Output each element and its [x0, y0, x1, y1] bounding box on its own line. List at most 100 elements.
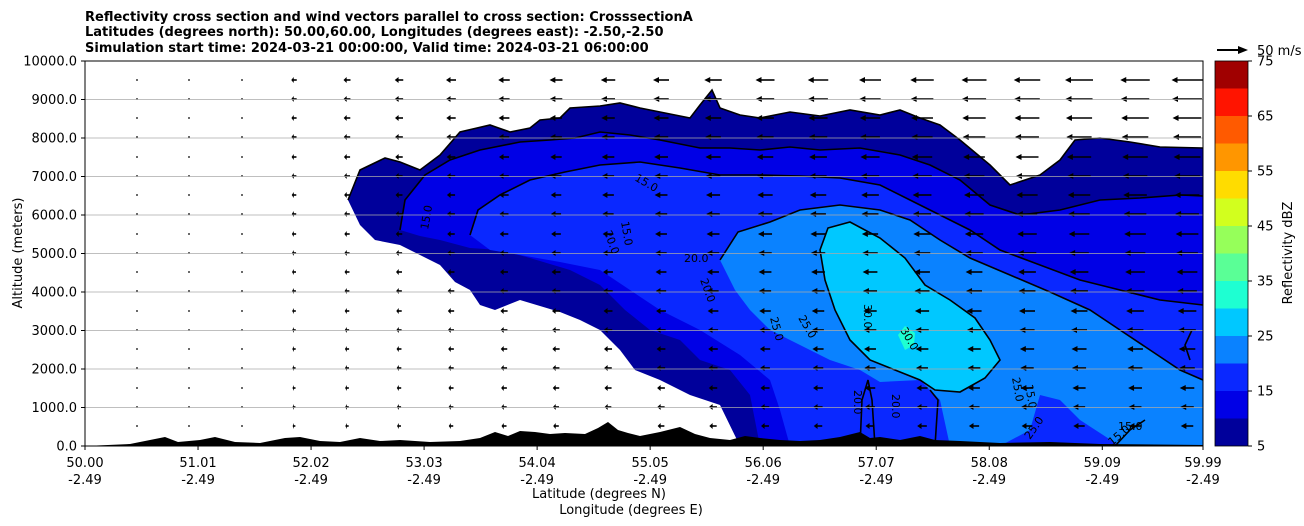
- wind-vector-head: [809, 173, 816, 179]
- x-tick-label-lat: 51.01: [179, 456, 216, 471]
- y-axis-label: Altitude (meters): [11, 198, 26, 309]
- wind-vector-head: [1014, 96, 1021, 102]
- wind-vector-head: [600, 77, 607, 83]
- wind-vector-head: [755, 96, 762, 102]
- wind-vector-head: [1069, 250, 1076, 256]
- wind-vector-head: [1180, 423, 1187, 429]
- wind-vector-head: [865, 404, 870, 410]
- wind-vector-head: [916, 404, 922, 410]
- wind-vector: [188, 136, 190, 138]
- wind-vector-head: [1128, 404, 1135, 410]
- wind-vector: [136, 156, 138, 158]
- colorbar-tick-label: 35: [1257, 275, 1274, 290]
- wind-vector-head: [603, 269, 608, 275]
- wind-vector-head: [1176, 269, 1183, 275]
- contour-label: 15.0: [618, 220, 635, 246]
- wind-vector-head: [292, 365, 294, 371]
- wind-vector-head: [1122, 154, 1129, 160]
- wind-vector-head: [344, 327, 347, 333]
- wind-vector-head: [862, 288, 869, 294]
- wind-vector-head: [914, 288, 921, 294]
- wind-vector-head: [655, 231, 661, 237]
- x-axis-label-latitude: Latitude (degrees N): [532, 487, 666, 502]
- wind-vector-head: [1066, 154, 1073, 160]
- wind-vector-head: [1070, 288, 1077, 294]
- wind-vector-head: [809, 192, 816, 198]
- wind-vector-head: [553, 423, 556, 429]
- wind-vector-head: [964, 211, 971, 217]
- wind-vector-head: [292, 288, 294, 294]
- wind-vector: [241, 425, 243, 427]
- wind-vector-head: [1066, 134, 1073, 140]
- x-tick-label-lon: -2.49: [859, 473, 893, 488]
- wind-vector-head: [448, 346, 451, 352]
- wind-vector-head: [446, 115, 451, 121]
- wind-vector-head: [705, 192, 712, 198]
- contour-label: 20.0: [684, 252, 709, 265]
- wind-vector-head: [913, 250, 920, 256]
- wind-vectors: [136, 77, 1203, 429]
- wind-vector-head: [657, 385, 661, 391]
- wind-vector-head: [755, 77, 762, 83]
- wind-vector-head: [655, 269, 661, 275]
- colorbar-tick-label: 5: [1257, 440, 1265, 455]
- vector-key: 50 m/s: [1217, 44, 1302, 59]
- x-tick-label-lat: 58.08: [971, 456, 1008, 471]
- wind-vector-head: [551, 231, 556, 237]
- wind-vector-head: [810, 211, 817, 217]
- colorbar-tick-label: 45: [1257, 220, 1274, 235]
- wind-vector-head: [602, 231, 608, 237]
- wind-vector-head: [1123, 192, 1130, 198]
- wind-vector-head: [1124, 231, 1131, 237]
- wind-vector-head: [967, 365, 974, 371]
- wind-vector-head: [706, 231, 713, 237]
- wind-vector-head: [344, 308, 347, 314]
- wind-vector-head: [552, 385, 556, 391]
- wind-vector-head: [657, 404, 661, 410]
- wind-vector-head: [292, 423, 294, 429]
- colorbar-segment: [1215, 116, 1248, 144]
- wind-vector-head: [962, 134, 969, 140]
- wind-vector-head: [859, 77, 865, 83]
- wind-vector-head: [1126, 308, 1133, 314]
- wind-vector-head: [1127, 365, 1134, 371]
- wind-vector-head: [1125, 269, 1132, 275]
- x-tick-label-lat: 59.09: [1084, 456, 1121, 471]
- wind-vector-head: [1072, 404, 1079, 410]
- colorbar-frame: [1214, 60, 1249, 447]
- wind-vector-head: [396, 288, 399, 294]
- wind-vector-head: [343, 134, 347, 140]
- wind-vector-head: [291, 77, 294, 83]
- wind-vector-head: [1129, 423, 1135, 429]
- wind-vector-head: [603, 308, 608, 314]
- colorbar-tick-label: 75: [1257, 55, 1274, 70]
- wind-vector-head: [396, 308, 399, 314]
- wind-vector-head: [291, 134, 294, 140]
- wind-vector-head: [550, 134, 556, 140]
- wind-vector-head: [1072, 385, 1079, 391]
- wind-vector-head: [446, 192, 451, 198]
- wind-vector-head: [1177, 288, 1184, 294]
- wind-vector-head: [757, 192, 764, 198]
- colorbar-segment: [1215, 336, 1248, 364]
- wind-vector-head: [1176, 250, 1183, 256]
- wind-vector-head: [1179, 385, 1186, 391]
- wind-vector-head: [498, 154, 504, 160]
- wind-vector-head: [1021, 423, 1027, 429]
- wind-vector-head: [551, 250, 556, 256]
- wind-vector-head: [552, 365, 556, 371]
- wind-vector-head: [916, 365, 922, 371]
- x-tick-label-lon: -2.49: [68, 473, 102, 488]
- wind-vector-head: [859, 96, 866, 102]
- wind-vector-head: [760, 365, 765, 371]
- wind-vector-head: [1013, 77, 1020, 83]
- wind-vector-head: [396, 385, 399, 391]
- wind-vector: [188, 117, 190, 119]
- wind-vector-head: [916, 385, 922, 391]
- wind-vector-head: [705, 154, 712, 160]
- wind-vector-head: [291, 115, 294, 121]
- contour-label: 20.0: [889, 394, 902, 419]
- wind-vector-head: [499, 211, 504, 217]
- wind-vector-head: [1017, 231, 1024, 237]
- wind-vector-head: [807, 77, 814, 83]
